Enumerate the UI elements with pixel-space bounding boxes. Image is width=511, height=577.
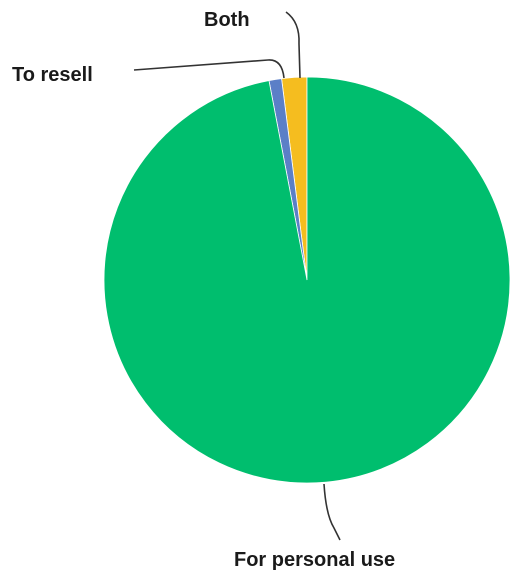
- pie-slices: [103, 76, 511, 484]
- label-for-personal-use: For personal use: [234, 549, 395, 571]
- leader-to-resell: [133, 59, 285, 79]
- label-to-resell: To resell: [12, 64, 93, 86]
- label-both: Both: [204, 9, 250, 31]
- slice-labels: Both To resell For personal use: [12, 9, 395, 571]
- leader-for-personal-use: [323, 483, 341, 541]
- pie-slice-for-personal-use: [103, 76, 511, 484]
- leader-lines: [133, 11, 341, 541]
- leader-both: [285, 11, 301, 79]
